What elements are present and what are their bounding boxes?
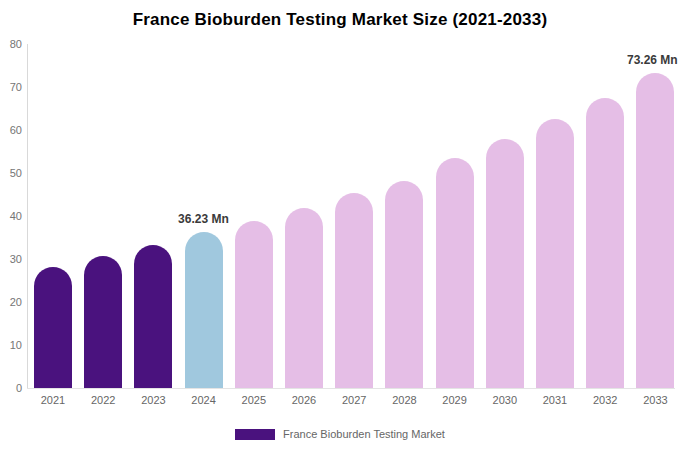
y-tick-label: 40 <box>0 209 22 223</box>
x-tick-label: 2026 <box>279 394 329 406</box>
bar-2030[interactable] <box>486 139 524 388</box>
bar-2026[interactable] <box>285 208 323 388</box>
x-tick-label: 2032 <box>580 394 630 406</box>
y-tick-label: 60 <box>0 123 22 137</box>
x-axis-line <box>27 388 675 389</box>
x-tick-label: 2033 <box>630 394 680 406</box>
y-tick-label: 50 <box>0 166 22 180</box>
x-tick-label: 2030 <box>480 394 530 406</box>
plot-area: 0102030405060708020212022202320242025202… <box>0 0 680 450</box>
x-tick-label: 2031 <box>530 394 580 406</box>
legend: France Bioburden Testing Market <box>0 426 680 442</box>
y-tick-label: 0 <box>0 381 22 395</box>
bar-2025[interactable] <box>235 221 273 388</box>
bar-2023[interactable] <box>134 245 172 388</box>
x-tick-label: 2027 <box>329 394 379 406</box>
y-tick-label: 80 <box>0 37 22 51</box>
x-tick-label: 2028 <box>379 394 429 406</box>
y-tick-label: 70 <box>0 80 22 94</box>
bar-2021[interactable] <box>34 267 72 388</box>
y-axis-line <box>27 44 28 388</box>
y-tick-label: 20 <box>0 295 22 309</box>
x-tick-label: 2029 <box>430 394 480 406</box>
bar-value-label: 36.23 Mn <box>178 212 229 226</box>
x-tick-label: 2021 <box>28 394 78 406</box>
y-tick-label: 10 <box>0 338 22 352</box>
legend-item[interactable]: France Bioburden Testing Market <box>235 428 445 440</box>
bar-2032[interactable] <box>586 98 624 388</box>
bar-2028[interactable] <box>385 181 423 388</box>
bar-2022[interactable] <box>84 256 122 388</box>
bar-2033[interactable] <box>636 73 674 388</box>
bar-chart: France Bioburden Testing Market Size (20… <box>0 0 680 450</box>
bar-2027[interactable] <box>335 193 373 388</box>
bar-2029[interactable] <box>436 158 474 388</box>
y-tick-label: 30 <box>0 252 22 266</box>
bar-2024[interactable] <box>185 232 223 388</box>
x-tick-label: 2025 <box>229 394 279 406</box>
x-tick-label: 2024 <box>179 394 229 406</box>
legend-label: France Bioburden Testing Market <box>283 428 445 440</box>
legend-swatch <box>235 429 275 440</box>
x-tick-label: 2022 <box>78 394 128 406</box>
bar-value-label: 73.26 Mn <box>627 53 678 67</box>
bar-2031[interactable] <box>536 119 574 388</box>
x-tick-label: 2023 <box>128 394 178 406</box>
